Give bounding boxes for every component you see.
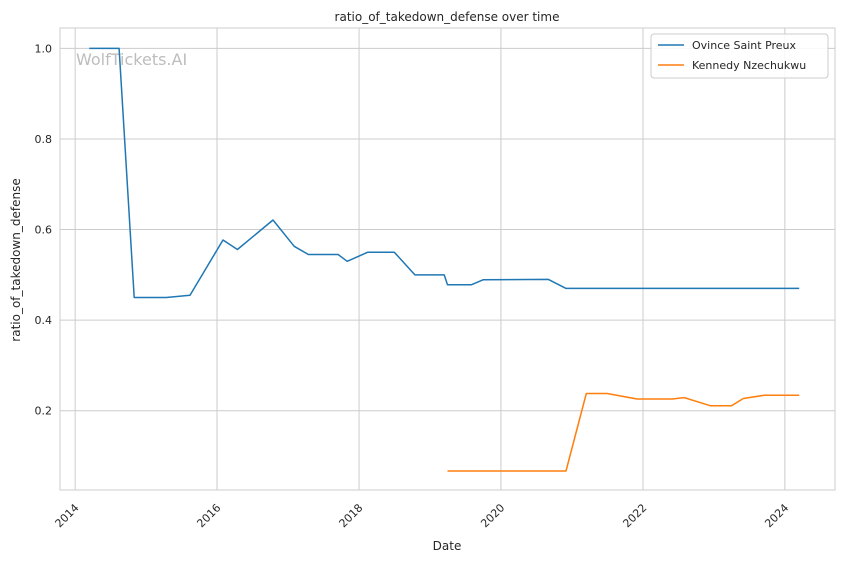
- legend-box: [650, 33, 829, 79]
- grid: [60, 28, 835, 490]
- y-tick-label: 1.0: [35, 42, 53, 55]
- x-axis-title: Date: [433, 539, 462, 553]
- y-tick-label: 0.2: [35, 405, 53, 418]
- y-tick-label: 0.8: [35, 133, 53, 146]
- y-tick-label: 0.6: [35, 224, 53, 237]
- y-tick-label: 0.4: [35, 314, 53, 327]
- series-line-0: [89, 47, 800, 299]
- watermark: WolfTickets.AI: [76, 50, 187, 69]
- series-line-1: [447, 392, 800, 472]
- plot-frame: [59, 27, 836, 491]
- legend-label: Kennedy Nzechukwu: [692, 59, 806, 72]
- legend-label: Ovince Saint Preux: [692, 39, 797, 52]
- y-axis-title: ratio_of_takedown_defense: [9, 178, 23, 341]
- series: [89, 47, 800, 472]
- chart-title: ratio_of_takedown_defense over time: [335, 10, 560, 24]
- legend: Ovince Saint Preux Kennedy Nzechukwu: [650, 33, 829, 79]
